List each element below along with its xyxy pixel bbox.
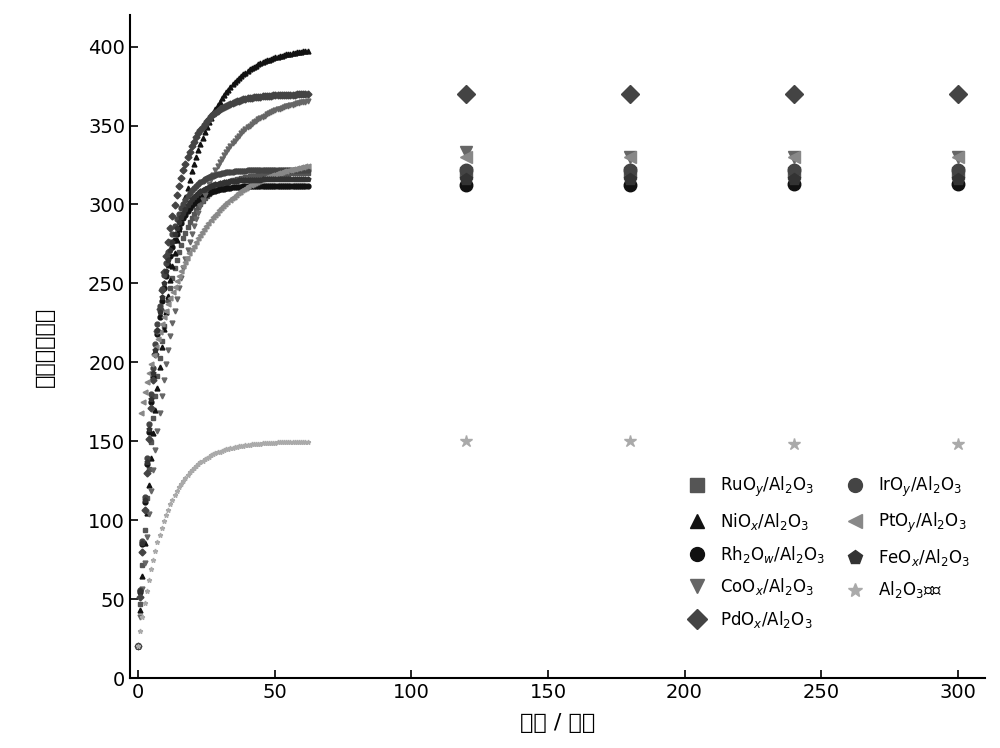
Text: 温度／摄氏度: 温度／摄氏度: [34, 307, 54, 387]
X-axis label: 时间 / 分钟: 时间 / 分钟: [520, 713, 595, 733]
Legend: RuO$_y$/Al$_2$O$_3$, NiO$_x$/Al$_2$O$_3$, Rh$_2$O$_w$/Al$_2$O$_3$, CoO$_x$/Al$_2: RuO$_y$/Al$_2$O$_3$, NiO$_x$/Al$_2$O$_3$…: [673, 468, 977, 637]
